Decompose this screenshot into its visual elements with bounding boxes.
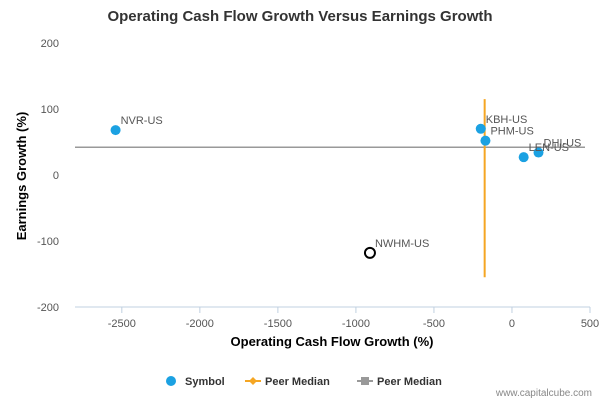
y-tick-label: 0 xyxy=(53,170,59,182)
data-label-phm-us: PHM-US xyxy=(490,126,533,138)
legend-label: Symbol xyxy=(185,376,225,388)
data-label-kbh-us: KBH-US xyxy=(486,114,528,126)
x-tick-label: -2500 xyxy=(108,318,136,330)
data-point-kbh-us[interactable] xyxy=(475,123,486,134)
data-point-dhi-us[interactable] xyxy=(533,147,544,158)
x-tick-label: 500 xyxy=(581,318,599,330)
x-axis-ticks: -2500 -2000 -1500 -1000 -500 0 500 xyxy=(108,307,599,330)
x-tick-label: -2000 xyxy=(186,318,214,330)
y-tick-label: 100 xyxy=(41,104,59,116)
watermark: www.capitalcube.com xyxy=(495,388,592,399)
data-label-len-us: LEN-US xyxy=(529,142,569,154)
data-point-len-us[interactable] xyxy=(518,152,529,163)
legend-item-3[interactable]: Peer Median xyxy=(357,376,442,388)
x-tick-label: -1500 xyxy=(264,318,292,330)
data-label-nwhm-us: NWHM-US xyxy=(375,238,429,250)
data-point-nvr-us[interactable] xyxy=(110,125,121,136)
legend-label: Peer Median xyxy=(265,376,330,388)
y-tick-label: 200 xyxy=(41,38,59,50)
legend: Symbol Peer Median Peer Median xyxy=(166,376,442,388)
x-tick-label: -1000 xyxy=(342,318,370,330)
legend-marker-square xyxy=(361,377,369,385)
data-label-nvr-us: NVR-US xyxy=(121,115,163,127)
data-label-dhi-us: DHI-US xyxy=(544,138,582,150)
legend-marker-diamond xyxy=(249,377,257,385)
data-point-phm-us[interactable] xyxy=(480,135,491,146)
chart-title: Operating Cash Flow Growth Versus Earnin… xyxy=(107,8,492,25)
legend-item-1[interactable]: Symbol xyxy=(166,376,225,388)
y-tick-label: -200 xyxy=(37,302,59,314)
legend-item-2[interactable]: Peer Median xyxy=(245,376,330,388)
y-axis-title: Earnings Growth (%) xyxy=(14,112,29,241)
x-tick-label: -500 xyxy=(423,318,445,330)
x-axis-title: Operating Cash Flow Growth (%) xyxy=(231,334,434,349)
legend-label: Peer Median xyxy=(377,376,442,388)
legend-marker-symbol xyxy=(166,376,176,386)
x-tick-label: 0 xyxy=(509,318,515,330)
y-axis-ticks: 200 100 0 -100 -200 xyxy=(37,38,59,314)
y-tick-label: -100 xyxy=(37,236,59,248)
data-point-nwhm-us[interactable] xyxy=(363,246,376,259)
